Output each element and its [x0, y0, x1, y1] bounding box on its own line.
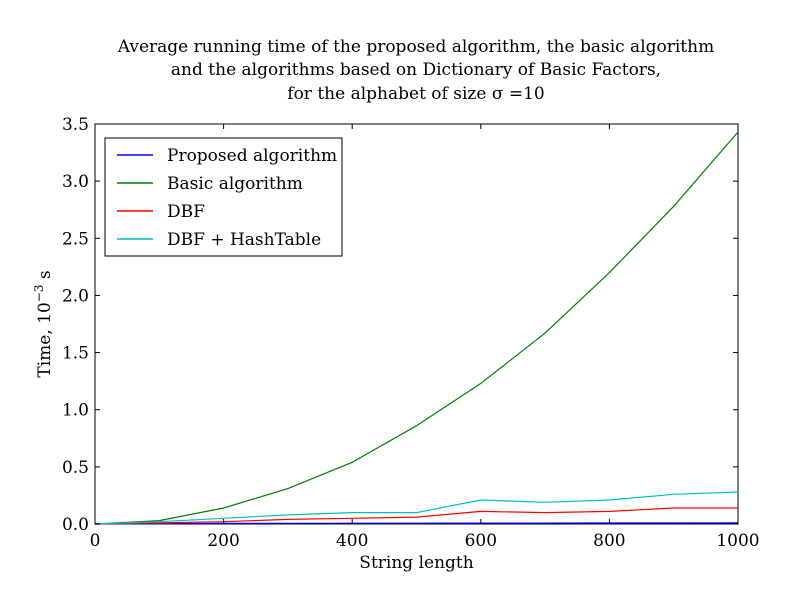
series-line-1 — [94, 522, 739, 525]
legend-label: Proposed algorithm — [167, 146, 337, 166]
x-tick-label: 1000 — [716, 531, 759, 551]
legend-items: Proposed algorithm Basic algorithm DBF DBF … — [117, 146, 337, 250]
y-tick-label: 1.0 — [62, 401, 89, 421]
y-tick-label: 2.0 — [62, 286, 89, 306]
legend: Proposed algorithm Basic algorithm DBF DBF … — [104, 137, 343, 257]
y-tick-label: 2.5 — [62, 229, 89, 249]
y-axis-ticks: 0.0 0.5 1.0 1.5 2.0 2.5 3.0 3.5 — [62, 115, 738, 535]
chart-title: Average running time of the proposed alg… — [117, 37, 714, 104]
x-axis-label: String length — [359, 553, 473, 573]
legend-label: DBF — [167, 202, 205, 222]
x-tick-label: 800 — [593, 531, 625, 551]
series-line-2 — [94, 131, 739, 525]
y-axis-label-exponent: −3 — [32, 285, 46, 303]
series-line-3 — [94, 507, 738, 525]
legend-label: Basic algorithm — [167, 174, 303, 194]
y-tick-label: 0.5 — [62, 458, 89, 478]
legend-label: DBF + HashTable — [167, 230, 321, 250]
x-tick-label: 400 — [336, 531, 368, 551]
x-tick-label: 0 — [90, 531, 101, 551]
x-axis-ticks: 0 200 400 600 800 1000 — [90, 124, 760, 551]
series-group — [94, 131, 739, 525]
y-tick-label: 3.5 — [62, 115, 89, 135]
legend-box — [104, 137, 343, 257]
x-tick-label: 600 — [465, 531, 497, 551]
chart-title-line: and the algorithms based on Dictionary o… — [171, 60, 661, 80]
y-tick-label: 0.0 — [62, 515, 89, 535]
chart-title-line: for the alphabet of size σ =10 — [287, 84, 544, 104]
y-axis-label: Time, 10−3 s — [32, 270, 55, 377]
x-tick-label: 200 — [207, 531, 239, 551]
chart-title-line: Average running time of the proposed alg… — [117, 37, 714, 57]
plot-frame — [94, 123, 739, 525]
plot-area: 0 200 400 600 800 1000 0.0 0.5 1.0 1.5 2.0 2.5 3.0 3… — [62, 115, 760, 551]
y-tick-label: 3.0 — [62, 172, 89, 192]
y-tick-label: 1.5 — [62, 344, 89, 364]
series-line-4 — [94, 491, 739, 525]
y-axis-label-unit: s — [35, 270, 55, 284]
y-axis-label-text: Time, 10 — [35, 302, 55, 377]
